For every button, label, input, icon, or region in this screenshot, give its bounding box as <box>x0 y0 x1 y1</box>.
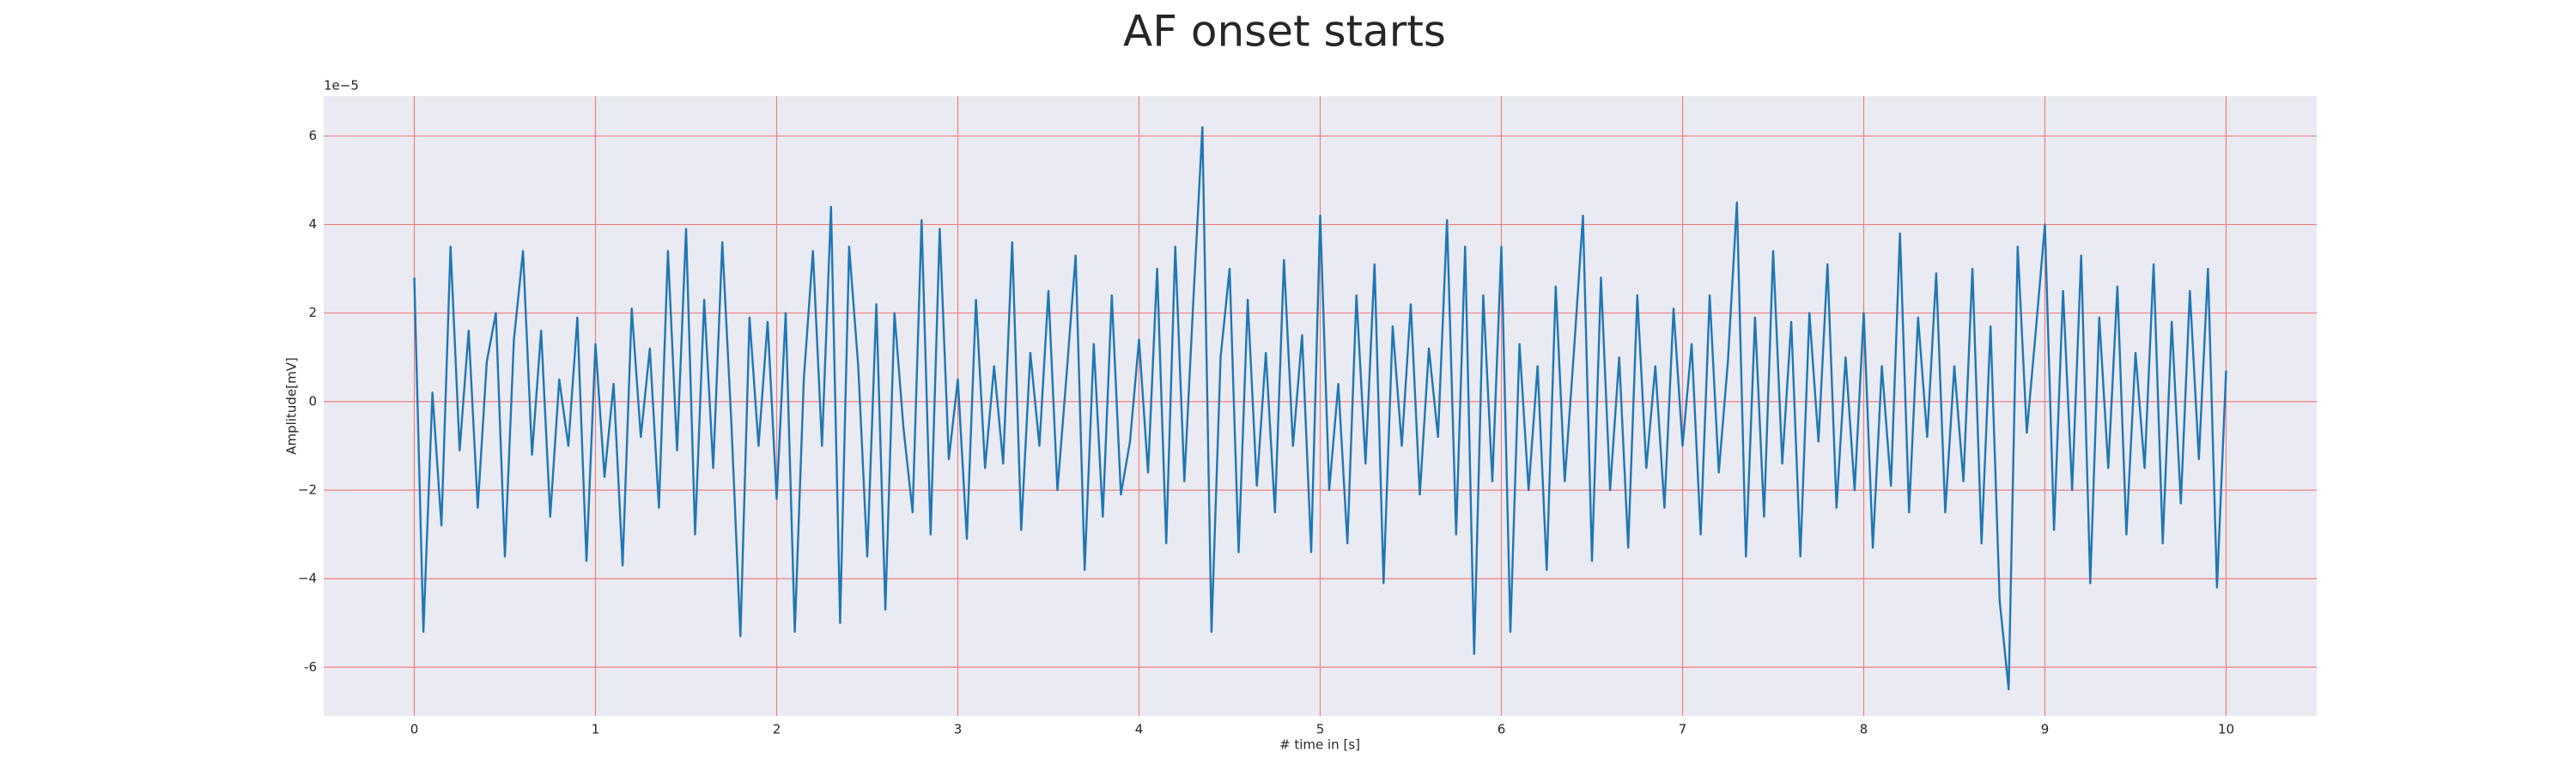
signal-line <box>413 125 2227 691</box>
x-tick-label: 1 <box>592 722 600 737</box>
x-tick-label: 6 <box>1498 722 1506 737</box>
x-tick-label: 7 <box>1679 722 1687 737</box>
x-tick-label: 10 <box>2218 722 2234 737</box>
y-tick-label: 0 <box>308 393 317 409</box>
y-tick-label: 2 <box>308 305 317 320</box>
x-tick-label: 2 <box>773 722 781 737</box>
x-axis-label: # time in [s] <box>1279 737 1360 753</box>
x-tick-label: 5 <box>1316 722 1325 737</box>
x-tick-label: 8 <box>1860 722 1868 737</box>
x-tick-label: 9 <box>2041 722 2050 737</box>
y-tick-label: 4 <box>308 216 317 232</box>
axis-offset-text: 1e−5 <box>324 78 359 94</box>
y-tick-label: -6 <box>304 659 317 675</box>
x-tick-label: 0 <box>410 722 419 737</box>
y-tick-label: −2 <box>298 482 317 497</box>
y-axis-label: Amplitude[mV] <box>284 357 300 454</box>
y-tick-label: 6 <box>308 128 317 143</box>
x-tick-label: 4 <box>1135 722 1144 737</box>
y-tick-label: −4 <box>298 571 317 586</box>
x-tick-label: 3 <box>954 722 963 737</box>
chart-title: AF onset starts <box>1123 7 1446 57</box>
